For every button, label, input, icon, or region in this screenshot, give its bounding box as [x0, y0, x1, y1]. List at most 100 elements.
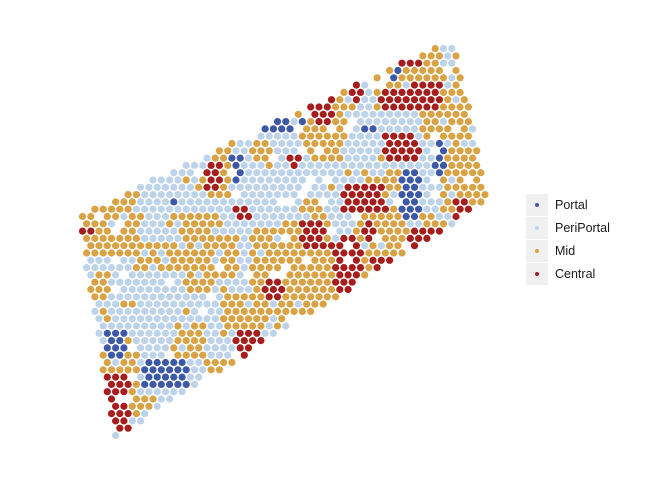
spot-point-portal — [157, 380, 165, 388]
spot-point-periportal — [166, 322, 174, 330]
spot-point-mid — [112, 242, 120, 250]
spot-point-mid — [215, 220, 223, 228]
spot-point-mid — [190, 351, 199, 359]
spot-point-portal — [398, 191, 406, 199]
spot-point-mid — [228, 300, 236, 308]
spot-point-central — [311, 242, 319, 250]
spot-point-periportal — [386, 125, 394, 133]
spot-point-periportal — [128, 329, 136, 337]
spot-point-mid — [311, 212, 319, 221]
spot-point-periportal — [448, 45, 456, 53]
spot-point-mid — [307, 132, 315, 140]
spot-point-central — [327, 110, 336, 118]
spot-point-central — [120, 402, 128, 410]
spot-point-periportal — [178, 388, 186, 396]
spot-point-periportal — [265, 132, 273, 140]
legend-item-mid: Mid — [526, 239, 648, 262]
spot-point-periportal — [137, 300, 145, 308]
spot-point-mid — [423, 220, 431, 228]
spot-point-mid — [182, 220, 190, 228]
spot-point-mid — [170, 256, 178, 264]
spot-point-periportal — [369, 169, 377, 177]
spot-point-central — [410, 139, 419, 148]
spot-point-periportal — [439, 118, 448, 126]
spot-point-periportal — [290, 176, 298, 184]
spot-point-periportal — [398, 118, 406, 126]
spot-point-periportal — [161, 344, 170, 352]
spot-point-central — [394, 96, 402, 104]
spot-point-mid — [394, 242, 402, 250]
spot-point-periportal — [427, 183, 435, 191]
spot-point-periportal — [278, 183, 286, 191]
spot-point-portal — [278, 125, 286, 133]
spot-point-mid — [236, 300, 244, 308]
spot-point-mid — [215, 234, 223, 242]
spot-point-periportal — [307, 161, 315, 169]
spot-point-mid — [178, 227, 186, 235]
spot-point-periportal — [116, 322, 124, 330]
spot-point-central — [203, 183, 211, 191]
spot-point-portal — [149, 380, 157, 388]
spot-point-central — [120, 388, 128, 396]
spot-point-periportal — [211, 285, 219, 294]
spot-point-periportal — [444, 81, 452, 89]
spot-point-mid — [464, 103, 472, 111]
spot-point-mid — [410, 66, 419, 75]
spot-point-periportal — [161, 198, 170, 206]
spot-point-central — [336, 242, 344, 250]
spot-point-mid — [377, 154, 385, 162]
spot-point-mid — [207, 249, 215, 257]
spot-point-periportal — [336, 169, 344, 177]
spot-point-periportal — [444, 139, 452, 148]
spot-point-periportal — [149, 293, 157, 301]
spot-point-periportal — [170, 183, 178, 191]
spot-point-periportal — [153, 227, 161, 235]
spot-point-periportal — [294, 183, 302, 191]
spot-point-mid — [444, 110, 452, 118]
spot-point-periportal — [149, 176, 157, 184]
spot-point-mid — [149, 395, 157, 403]
spot-point-periportal — [203, 154, 211, 162]
spot-point-mid — [224, 322, 232, 330]
spot-point-periportal — [361, 81, 369, 89]
spot-point-periportal — [282, 322, 290, 330]
spot-point-central — [377, 183, 385, 191]
spot-point-periportal — [290, 205, 298, 213]
spot-point-periportal — [249, 161, 257, 169]
spot-point-mid — [419, 125, 427, 133]
spot-point-central — [116, 380, 124, 388]
legend-swatch-central — [535, 271, 539, 276]
spot-point-mid — [477, 183, 485, 191]
spot-point-periportal — [303, 212, 311, 221]
spot-point-periportal — [174, 205, 182, 213]
spot-point-mid — [220, 358, 228, 367]
spot-point-periportal — [141, 278, 149, 286]
spot-point-central — [232, 205, 240, 213]
spot-point-periportal — [157, 220, 165, 228]
spot-point-central — [394, 139, 402, 148]
spot-point-mid — [477, 198, 485, 206]
spot-point-mid — [83, 220, 91, 228]
spot-point-mid — [452, 154, 460, 162]
spot-point-mid — [182, 337, 190, 345]
spot-point-portal — [116, 351, 124, 359]
spot-point-periportal — [153, 300, 161, 308]
spot-point-mid — [224, 249, 232, 257]
spot-point-periportal — [352, 139, 360, 148]
spot-point-mid — [224, 176, 232, 184]
spot-point-mid — [435, 110, 443, 118]
spot-point-central — [427, 81, 435, 89]
spot-point-periportal — [448, 74, 456, 82]
spot-point-periportal — [103, 300, 111, 308]
legend: Portal PeriPortal Mid Central — [526, 193, 648, 285]
spot-point-mid — [99, 278, 107, 286]
spot-point-periportal — [182, 191, 190, 199]
spot-point-mid — [120, 242, 128, 250]
spot-point-mid — [178, 256, 186, 264]
spot-point-periportal — [415, 220, 423, 228]
spot-point-periportal — [157, 176, 165, 184]
spot-point-mid — [386, 212, 394, 221]
spot-point-central — [377, 96, 385, 104]
spot-point-mid — [99, 293, 107, 301]
spot-point-portal — [435, 169, 443, 177]
